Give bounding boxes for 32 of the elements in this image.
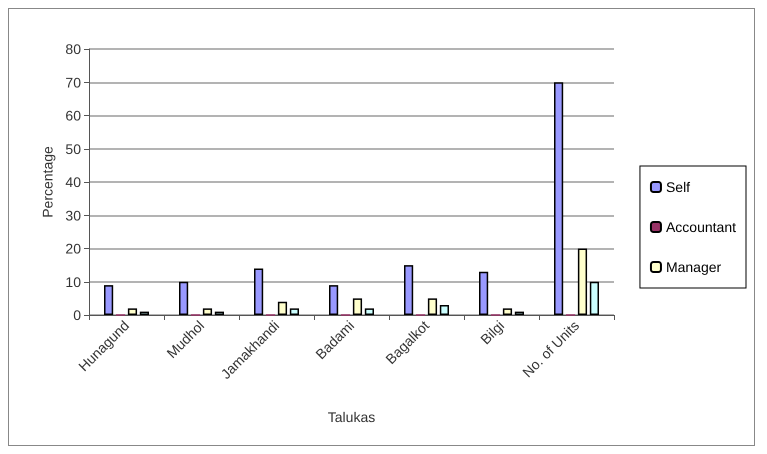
- y-tick-label: 80: [65, 41, 82, 57]
- bar: [479, 272, 488, 315]
- bar: [179, 282, 188, 315]
- y-tick-label: 20: [65, 240, 82, 256]
- bar: [104, 285, 114, 315]
- bar: [554, 82, 564, 315]
- legend-label: Manager: [666, 259, 722, 275]
- y-tick-label: 40: [65, 174, 82, 190]
- y-tick-label: 70: [65, 74, 82, 90]
- bar: [364, 308, 374, 315]
- bar: [128, 308, 138, 315]
- bar: [428, 298, 438, 315]
- bar: [578, 248, 588, 315]
- bar: [254, 268, 264, 315]
- legend-label: Accountant: [666, 219, 736, 235]
- legend-label: Self: [666, 179, 690, 195]
- y-tick-label: 0: [73, 307, 82, 323]
- x-axis-title: Talukas: [328, 409, 376, 425]
- bar: [590, 282, 599, 315]
- bar: [202, 308, 212, 315]
- y-tick-label: 30: [65, 207, 82, 224]
- bar: [502, 308, 512, 315]
- y-tick-label: 60: [65, 108, 82, 124]
- bar: [278, 302, 288, 315]
- y-tick-label: 10: [65, 274, 82, 290]
- bar: [329, 285, 338, 315]
- y-tick-label: 50: [65, 140, 82, 157]
- bar: [404, 265, 414, 315]
- bar: [352, 298, 362, 315]
- y-axis-title: Percentage: [40, 146, 56, 218]
- bar: [440, 305, 449, 315]
- bar: [290, 308, 299, 315]
